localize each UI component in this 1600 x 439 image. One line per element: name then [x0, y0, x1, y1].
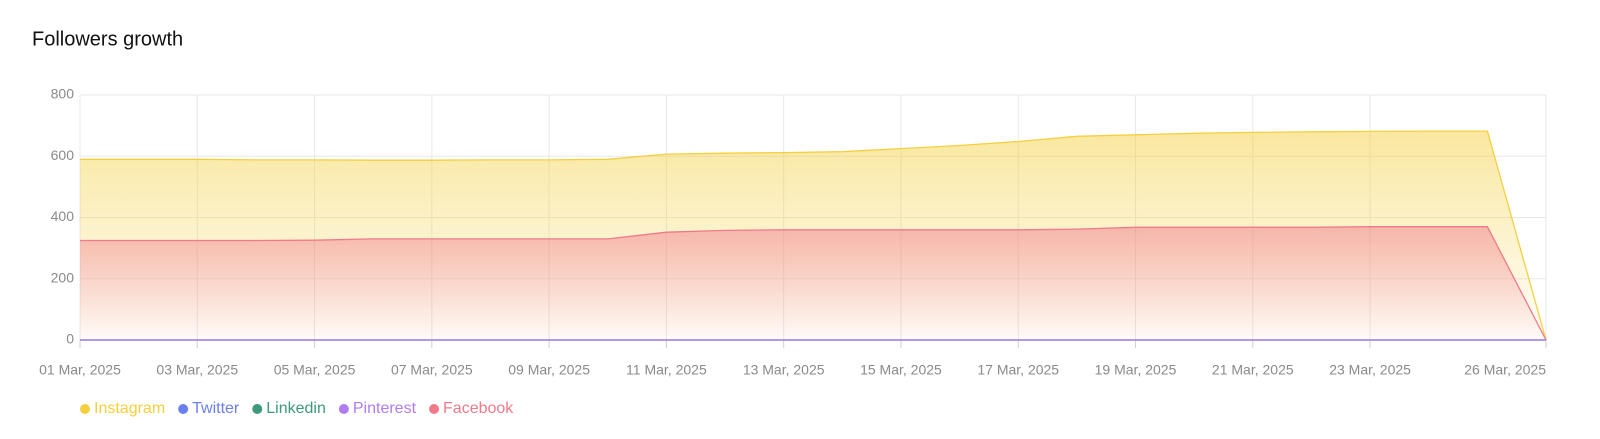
- x-tick-label: 05 Mar, 2025: [274, 362, 356, 378]
- y-tick-label: 600: [51, 147, 75, 163]
- x-tick-label: 01 Mar, 2025: [39, 362, 121, 378]
- legend-marker: [178, 404, 189, 414]
- legend-marker: [429, 404, 440, 414]
- legend-marker: [252, 404, 263, 414]
- x-tick-label: 15 Mar, 2025: [860, 362, 942, 378]
- legend-label: Twitter: [192, 400, 240, 417]
- legend-label: Pinterest: [353, 400, 417, 417]
- x-tick-label: 21 Mar, 2025: [1212, 362, 1294, 378]
- y-tick-label: 200: [51, 269, 75, 285]
- chart-title: Followers growth: [32, 28, 183, 50]
- x-tick-label: 03 Mar, 2025: [156, 362, 238, 378]
- line: [80, 226, 1547, 341]
- legend-label: Facebook: [443, 400, 514, 417]
- x-tick-label: 19 Mar, 2025: [1095, 362, 1177, 378]
- x-tick-label: 23 Mar, 2025: [1329, 362, 1411, 378]
- legend-marker: [338, 404, 349, 414]
- x-tick-label: 07 Mar, 2025: [391, 362, 473, 378]
- legend-marker: [80, 404, 90, 414]
- area: [80, 226, 1546, 340]
- y-tick-label: 800: [51, 86, 75, 102]
- x-tick-label: 26 Mar, 2025: [1464, 362, 1546, 378]
- y-tick-label: 0: [66, 331, 74, 347]
- x-tick-label: 17 Mar, 2025: [977, 362, 1059, 378]
- x-tick-label: 13 Mar, 2025: [743, 362, 825, 378]
- y-tick-label: 400: [51, 208, 75, 224]
- x-tick-label: 09 Mar, 2025: [508, 362, 590, 378]
- line: [80, 130, 1547, 341]
- legend-label: Instagram: [94, 400, 165, 417]
- x-tick-label: 11 Mar, 2025: [626, 362, 707, 378]
- legend-label: Linkedin: [266, 400, 326, 417]
